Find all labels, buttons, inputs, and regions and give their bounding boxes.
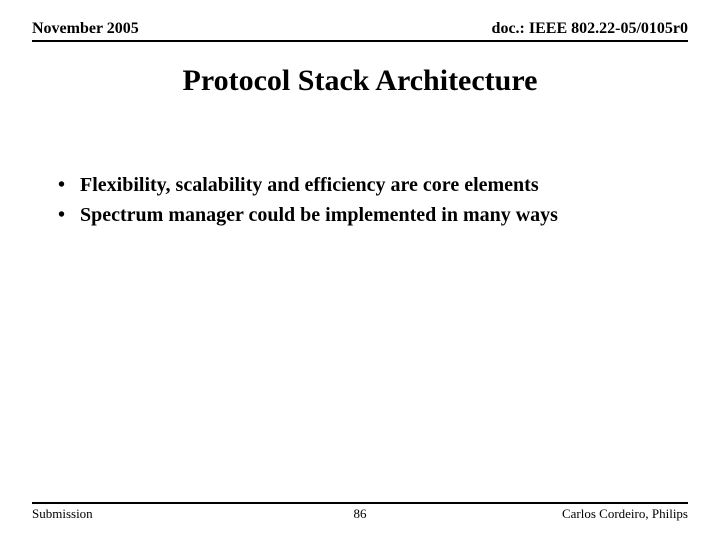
bullet-list: Flexibility, scalability and efficiency … <box>32 170 688 230</box>
header-doc-id: doc.: IEEE 802.22-05/0105r0 <box>492 20 688 38</box>
footer-row: Submission 86 Carlos Cordeiro, Philips <box>32 504 688 522</box>
footer-author: Carlos Cordeiro, Philips <box>562 506 688 522</box>
page-title: Protocol Stack Architecture <box>32 64 688 98</box>
footer-page-number: 86 <box>354 506 367 522</box>
slide-page: November 2005 doc.: IEEE 802.22-05/0105r… <box>0 0 720 540</box>
footer-left: Submission <box>32 506 93 522</box>
bullet-item: Spectrum manager could be implemented in… <box>58 200 688 230</box>
header: November 2005 doc.: IEEE 802.22-05/0105r… <box>32 20 688 42</box>
footer: Submission 86 Carlos Cordeiro, Philips <box>32 502 688 522</box>
header-date: November 2005 <box>32 20 139 38</box>
bullet-item: Flexibility, scalability and efficiency … <box>58 170 688 200</box>
